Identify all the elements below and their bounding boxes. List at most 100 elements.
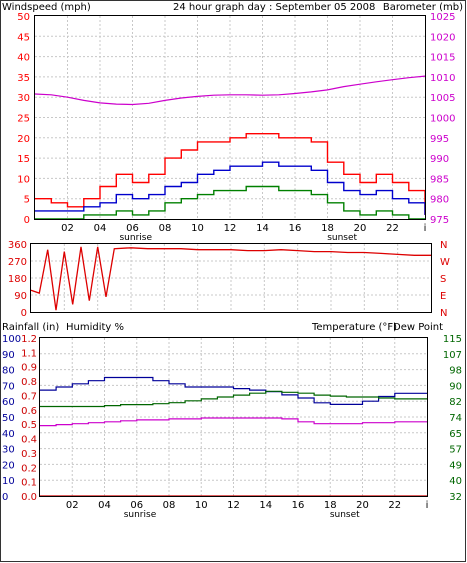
barometer-y-tick-label: 1010 xyxy=(430,73,455,84)
wind-y-ticks: 0 5 10 15 20 25 30 35 40 45 50 xyxy=(17,12,30,226)
barometer-y-tick-label: 1015 xyxy=(430,53,455,64)
rain-y-tick-label: 0.9 xyxy=(21,363,37,374)
wind-y-tick-label: 5 xyxy=(24,195,30,206)
x-tick-label: 12 xyxy=(227,500,240,511)
humidity-y-tick-label: 70 xyxy=(2,381,15,392)
rain-y-tick-label: 0.7 xyxy=(21,391,37,402)
x-tick-label: 02 xyxy=(61,223,74,234)
wind_min-line xyxy=(35,185,425,220)
rain-y-tick-label: 1.1 xyxy=(21,348,37,359)
dewpoint-axis-label: Dew Point xyxy=(393,322,443,333)
temperature-y-tick-label: 74 xyxy=(449,413,462,424)
compass-label: N xyxy=(440,240,447,251)
direction-y-tick-label: 270 xyxy=(8,257,27,268)
x-tick-label: 10 xyxy=(195,500,208,511)
temperature-y-tick-label: 65 xyxy=(449,429,462,440)
direction-y-tick-label: 0 xyxy=(21,308,27,319)
temperature-y-tick-label: 90 xyxy=(449,381,462,392)
wind-y-tick-label: 10 xyxy=(17,174,30,185)
rain-y-tick-label: 0.3 xyxy=(21,449,37,460)
humidity-y-tick-label: 60 xyxy=(2,397,15,408)
temperature-y-tick-label: 98 xyxy=(449,366,462,377)
humidity-y-tick-label: 10 xyxy=(2,476,15,487)
barometer-y-tick-label: 995 xyxy=(430,134,449,145)
x-tick-label: 14 xyxy=(256,223,269,234)
wind-y-tick-label: 20 xyxy=(17,134,30,145)
barometer-axis-label: Barometer (mb) xyxy=(383,2,463,13)
weather-plot-frame xyxy=(39,337,428,497)
barometer-y-tick-label: 1000 xyxy=(430,114,455,125)
wind-y-tick-label: 40 xyxy=(17,53,30,64)
direction-y-ticks: 0 90 180 270 360 xyxy=(8,240,27,319)
humidity-y-tick-label: 20 xyxy=(2,460,15,471)
x-marker-label: sunrise xyxy=(119,233,152,243)
weather-grid xyxy=(40,338,427,496)
compass-label: S xyxy=(440,274,446,285)
dewpoint-line xyxy=(40,417,427,427)
x-marker-label: sunset xyxy=(330,510,360,520)
rain-y-tick-label: 0.1 xyxy=(21,478,37,489)
rain-y-tick-label: 0.4 xyxy=(21,435,37,446)
wind-y-tick-label: 35 xyxy=(17,73,30,84)
rain-y-tick-label: 1.2 xyxy=(21,334,37,345)
x-tick-label: 18 xyxy=(321,223,334,234)
barometer-y-tick-label: 1020 xyxy=(430,32,455,43)
direction-series xyxy=(30,246,431,311)
temperature-y-tick-label: 49 xyxy=(449,460,462,471)
chart-title: 24 hour graph day : September 05 2008 xyxy=(173,2,375,13)
wind-plot-frame xyxy=(34,15,426,220)
x-tick-label: 20 xyxy=(356,500,369,511)
x-tick-label: 08 xyxy=(163,500,176,511)
x-tick-label: 16 xyxy=(289,223,302,234)
humidity-y-tick-label: 40 xyxy=(2,429,15,440)
temperature-axis-label: Temperature (°F) xyxy=(311,322,397,333)
rain-y-tick-label: 0.8 xyxy=(21,377,37,388)
direction-plot-frame xyxy=(30,243,432,313)
humidity-y-tick-label: 50 xyxy=(2,413,15,424)
x-marker-label: sunrise xyxy=(124,510,157,520)
weather-x-ticks: 02 04 06 08 10 12 14 16 18 20 22 i sunrise sunset xyxy=(66,500,429,520)
barometer-y-ticks: 975 980 985 990 995 1000 1005 1010 1015 1020 1025 xyxy=(430,12,455,226)
rain-humidity-temp-panel: Rainfall (in) Humidity % Temperature (°F… xyxy=(2,322,462,520)
temperature-line xyxy=(40,390,427,408)
direction-y-tick-label: 90 xyxy=(14,291,27,302)
compass-label: W xyxy=(440,257,450,268)
humidity-axis-label: Humidity % xyxy=(66,322,124,333)
humidity-y-tick-label: 30 xyxy=(2,445,15,456)
x-marker-label: sunset xyxy=(327,233,357,243)
wind-barometer-panel: Windspeed (mph) 24 hour graph day : Sept… xyxy=(2,2,463,243)
x-tick-label: 06 xyxy=(126,223,139,234)
humidity-y-ticks: 0 10 20 30 40 50 60 70 80 90 100 xyxy=(2,334,21,503)
barometer-line xyxy=(34,75,426,106)
rain-y-tick-label: 0.2 xyxy=(21,463,37,474)
barometer-y-tick-label: 975 xyxy=(430,215,449,226)
x-tick-label: 04 xyxy=(98,500,111,511)
humidity-y-tick-label: 90 xyxy=(2,350,15,361)
wind-y-tick-label: 0 xyxy=(24,215,30,226)
temperature-y-tick-label: 115 xyxy=(443,334,462,345)
barometer-y-tick-label: 990 xyxy=(430,154,449,165)
barometer-y-tick-label: 1005 xyxy=(430,93,455,104)
x-tick-label: 08 xyxy=(159,223,172,234)
direction-grid xyxy=(31,244,431,312)
humidity-y-tick-label: 0 xyxy=(2,492,8,503)
rain-y-tick-label: 0.0 xyxy=(21,492,37,503)
wind-series xyxy=(34,75,426,220)
wind-y-tick-label: 15 xyxy=(17,154,30,165)
compass-label: E xyxy=(440,291,446,302)
x-tick-label: 16 xyxy=(292,500,305,511)
temperature-y-tick-label: 82 xyxy=(449,397,462,408)
humidity-y-tick-label: 80 xyxy=(2,366,15,377)
humidity-line xyxy=(40,376,427,405)
rain-y-ticks: 0.0 0.1 0.2 0.3 0.4 0.5 0.6 0.7 0.8 0.9 1.1 1.2 xyxy=(21,334,37,503)
temperature-y-tick-label: 57 xyxy=(449,445,462,456)
humidity-y-tick-label: 100 xyxy=(2,334,21,345)
barometer-y-tick-label: 985 xyxy=(430,174,449,185)
windspeed-axis-label: Windspeed (mph) xyxy=(2,2,91,13)
x-tick-label: i xyxy=(426,500,429,511)
x-tick-label: 02 xyxy=(66,500,79,511)
